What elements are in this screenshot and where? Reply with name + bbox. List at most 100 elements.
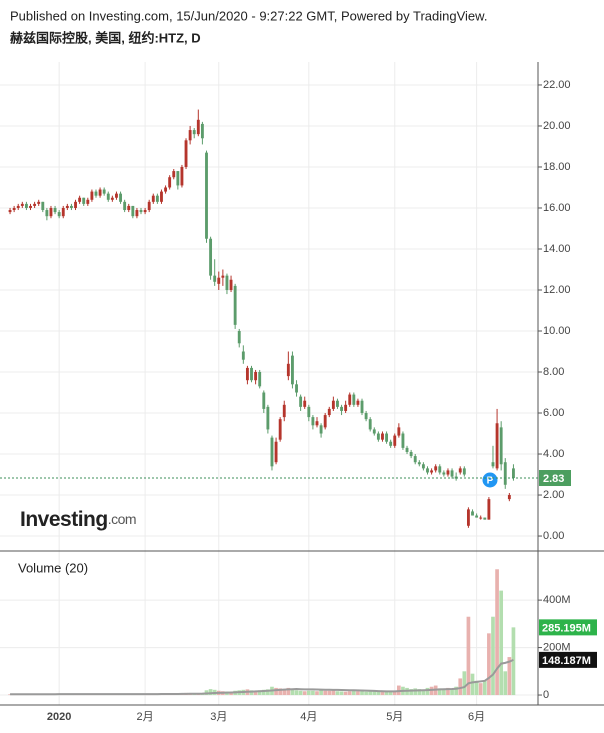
candle-body	[450, 470, 454, 477]
watermark-suffix: .com	[108, 511, 136, 527]
candle-body	[213, 275, 217, 282]
candle-body	[507, 495, 511, 500]
volume-bar	[499, 590, 504, 696]
volume-bar	[478, 683, 483, 696]
volume-bar	[347, 691, 352, 696]
candle-body	[139, 210, 143, 213]
volume-bar	[302, 691, 307, 696]
volume-bar	[503, 671, 508, 696]
candle-body	[115, 193, 118, 198]
volume-bar	[421, 689, 426, 696]
candle-body	[65, 205, 69, 208]
candle-body	[352, 394, 356, 405]
candle-body	[434, 466, 438, 471]
candle-body	[102, 189, 106, 194]
candle-body	[176, 171, 180, 186]
candle-body	[29, 205, 32, 208]
volume-bar	[507, 657, 512, 696]
candle-body	[254, 372, 258, 381]
candle-body	[483, 517, 487, 520]
event-marker	[482, 472, 498, 488]
candle-body	[33, 203, 37, 206]
volume-bar	[487, 633, 491, 696]
candle-body	[86, 199, 90, 204]
volume-bar	[282, 688, 287, 696]
y-tick-label: 200M	[543, 641, 571, 653]
candle-body	[458, 468, 462, 473]
volume-value-label: 285.195M	[542, 622, 591, 634]
volume-bar	[458, 678, 463, 696]
y-tick-label: 0.00	[543, 530, 564, 542]
candle-body	[446, 470, 450, 475]
volume-bar	[442, 688, 446, 696]
candle-body	[340, 406, 343, 411]
volume-bar	[429, 686, 434, 696]
y-tick-label: 22.00	[543, 79, 571, 91]
volume-bar	[249, 690, 254, 696]
candle-body	[266, 406, 270, 430]
candle-body	[503, 462, 507, 485]
candle-body	[131, 205, 135, 217]
candle-body	[315, 421, 319, 426]
y-tick-label: 16.00	[543, 202, 571, 214]
volume-bar	[380, 691, 385, 696]
volume-ma-box	[539, 651, 597, 668]
candle-body	[49, 207, 53, 217]
candle-body	[376, 433, 380, 440]
candle-body	[475, 515, 479, 518]
volume-bar	[364, 691, 368, 696]
candle-body	[82, 197, 86, 204]
volume-value-box	[539, 619, 597, 636]
volume-bar	[8, 694, 12, 696]
candle-body	[389, 441, 393, 446]
y-tick-label: 4.00	[543, 448, 564, 460]
candle-body	[479, 517, 483, 519]
published-note: Published on Investing.com, 15/Jun/2020 …	[10, 8, 487, 23]
volume-bar	[339, 691, 344, 696]
candle-body	[323, 415, 327, 428]
candle-body	[368, 419, 372, 430]
volume-bar	[360, 691, 364, 696]
candle-body	[78, 197, 82, 202]
candle-body	[217, 277, 221, 284]
volume-bar	[208, 689, 213, 696]
y-tick-label: 2.00	[543, 489, 564, 501]
marks	[8, 109, 516, 696]
candle-body	[487, 499, 491, 520]
candle-body	[495, 423, 499, 469]
x-tick-label: 2月	[137, 711, 154, 723]
candle-body	[360, 400, 364, 414]
y-tick-label: 8.00	[543, 366, 564, 378]
candle-body	[74, 201, 77, 208]
volume-bar	[376, 691, 381, 696]
volume-bar	[454, 686, 458, 696]
y-tick-label: 18.00	[543, 161, 571, 173]
last-price-label: 2.83	[543, 473, 564, 485]
volume-bar	[466, 616, 471, 696]
candle-body	[164, 187, 167, 192]
candle-body	[135, 210, 139, 217]
candle-body	[221, 275, 225, 278]
candle-body	[37, 201, 41, 204]
x-tick-label: 4月	[300, 711, 317, 723]
volume-bar	[495, 569, 499, 696]
candle-body	[286, 363, 290, 377]
candle-body	[192, 130, 196, 135]
volume-bar	[331, 690, 336, 696]
candle-body	[319, 425, 323, 434]
y-tick-label: 14.00	[543, 243, 571, 255]
candle-body	[184, 140, 188, 167]
volume-bar	[266, 689, 270, 696]
candle-body	[471, 511, 474, 516]
candle-body	[278, 419, 282, 440]
candle-body	[172, 171, 176, 178]
event-marker-label: P	[487, 476, 494, 487]
volume-bar	[409, 689, 413, 696]
candle-body	[119, 193, 122, 202]
candle-body	[311, 417, 315, 426]
candle-body	[348, 394, 352, 405]
volume-label: Volume (20)	[18, 560, 88, 575]
candle-body	[421, 464, 425, 469]
candle-body	[344, 404, 348, 411]
